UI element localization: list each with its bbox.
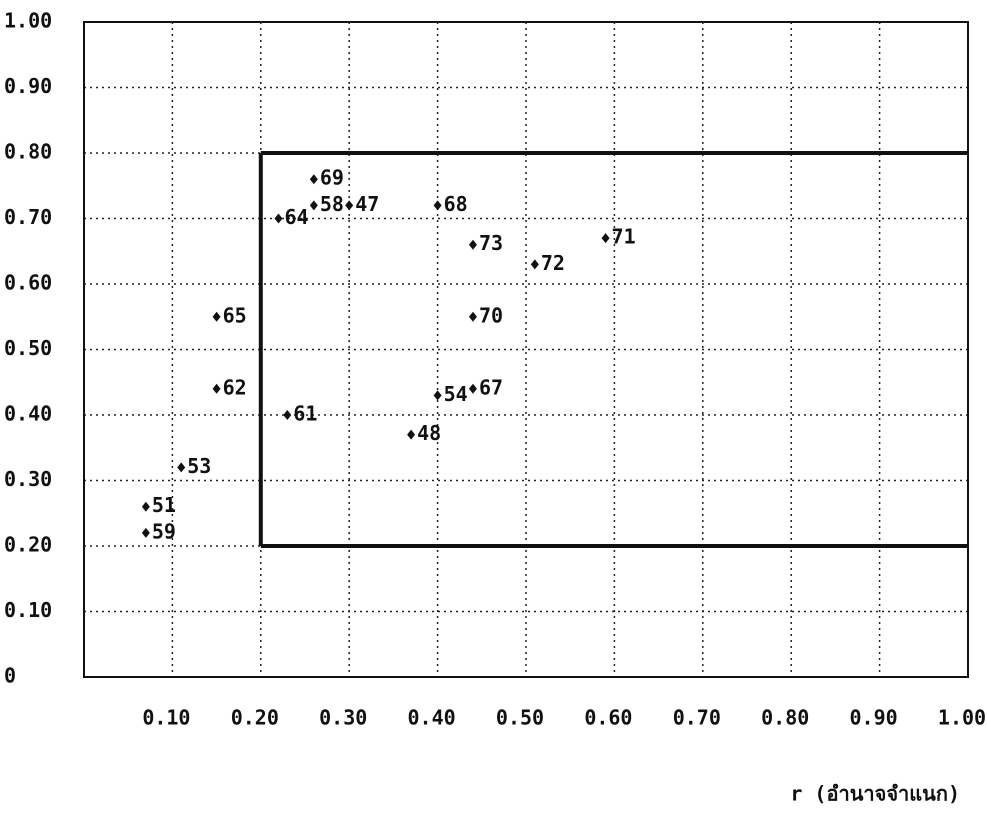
- point: [213, 384, 221, 394]
- point: [213, 312, 221, 322]
- point-label: 59: [152, 519, 176, 543]
- x-tick-label: 1.00: [938, 706, 986, 730]
- x-tick-label: 0.60: [584, 706, 632, 730]
- point-label: 71: [612, 225, 636, 249]
- point: [283, 410, 291, 420]
- point-label: 53: [187, 454, 211, 478]
- y-tick-label: 0.40: [4, 402, 52, 426]
- x-tick-label: 0.50: [496, 706, 544, 730]
- x-tick-label: 0.90: [850, 706, 898, 730]
- point-label: 58: [320, 192, 344, 216]
- y-tick-label: 0.60: [4, 271, 52, 295]
- y-tick-label: 0.80: [4, 140, 52, 164]
- point-label: 62: [223, 375, 247, 399]
- y-tick-label: 0.50: [4, 336, 52, 360]
- x-tick-label: 0.30: [319, 706, 367, 730]
- x-tick-label: 0.20: [231, 706, 279, 730]
- y-tick-label: 0: [4, 664, 16, 688]
- x-axis-label: r (อำนาจจำแนก): [790, 782, 960, 806]
- point: [274, 214, 282, 224]
- y-tick-label: 0.10: [4, 598, 52, 622]
- point-label: 69: [320, 166, 344, 190]
- point-label: 72: [541, 251, 565, 275]
- point-label: 47: [355, 192, 379, 216]
- y-tick-label: 0.90: [4, 74, 52, 98]
- point-label: 48: [417, 421, 441, 445]
- chart: r (อำนาจจำแนก) 0 0.10 0.20 0.30 0.40 0.50 0.60…: [0, 0, 987, 816]
- point: [602, 233, 610, 243]
- point: [434, 200, 442, 210]
- y-tick-label: 0.70: [4, 205, 52, 229]
- point: [177, 462, 185, 472]
- point: [310, 200, 318, 210]
- point-label: 51: [152, 493, 176, 517]
- point-label: 65: [223, 303, 247, 327]
- point-label: 70: [479, 303, 503, 327]
- y-tick-label: 0.20: [4, 533, 52, 557]
- point-label: 67: [479, 375, 503, 399]
- point: [469, 312, 477, 322]
- x-tick-label: 0.70: [673, 706, 721, 730]
- point: [310, 174, 318, 184]
- page: r (อำนาจจำแนก) 0 0.10 0.20 0.30 0.40 0.50 0.60…: [0, 0, 987, 816]
- x-tick-label: 0.80: [761, 706, 809, 730]
- point-label: 54: [444, 382, 468, 406]
- point: [469, 240, 477, 250]
- x-tick-label: 0.40: [408, 706, 456, 730]
- point: [434, 390, 442, 400]
- point: [142, 528, 150, 538]
- point-label: 61: [293, 402, 317, 426]
- point: [531, 259, 539, 269]
- point: [407, 430, 415, 440]
- point-label: 68: [444, 192, 468, 216]
- x-tick-label: 0.10: [142, 706, 190, 730]
- point: [142, 502, 150, 512]
- point-label: 73: [479, 231, 503, 255]
- point: [345, 200, 353, 210]
- y-tick-label: 0.30: [4, 467, 52, 491]
- point-label: 64: [284, 205, 308, 229]
- y-tick-label: 1.00: [4, 9, 52, 33]
- point: [469, 384, 477, 394]
